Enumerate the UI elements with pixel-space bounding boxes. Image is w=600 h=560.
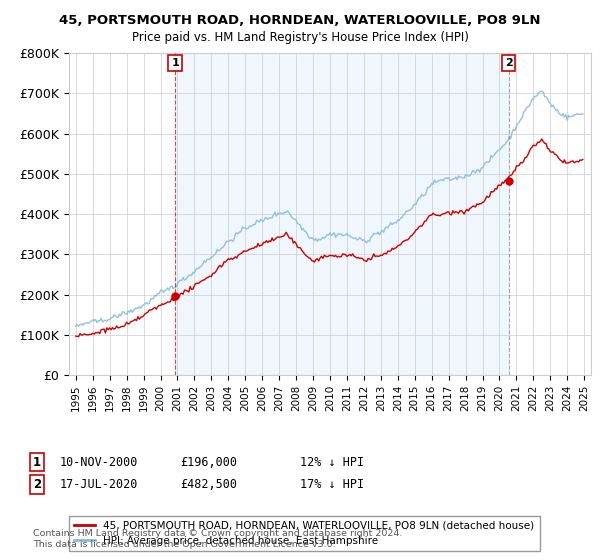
- Text: £482,500: £482,500: [180, 478, 237, 491]
- Text: 10-NOV-2000: 10-NOV-2000: [60, 455, 139, 469]
- Text: 17% ↓ HPI: 17% ↓ HPI: [300, 478, 364, 491]
- Text: 1: 1: [33, 455, 41, 469]
- Text: 2: 2: [505, 58, 512, 68]
- Text: 17-JUL-2020: 17-JUL-2020: [60, 478, 139, 491]
- Text: Price paid vs. HM Land Registry's House Price Index (HPI): Price paid vs. HM Land Registry's House …: [131, 31, 469, 44]
- Text: 2: 2: [33, 478, 41, 491]
- Text: 45, PORTSMOUTH ROAD, HORNDEAN, WATERLOOVILLE, PO8 9LN: 45, PORTSMOUTH ROAD, HORNDEAN, WATERLOOV…: [59, 14, 541, 27]
- Text: Contains HM Land Registry data © Crown copyright and database right 2024.
This d: Contains HM Land Registry data © Crown c…: [33, 529, 403, 549]
- Legend: 45, PORTSMOUTH ROAD, HORNDEAN, WATERLOOVILLE, PO8 9LN (detached house), HPI: Ave: 45, PORTSMOUTH ROAD, HORNDEAN, WATERLOOV…: [69, 516, 539, 551]
- Text: £196,000: £196,000: [180, 455, 237, 469]
- Text: 1: 1: [171, 58, 179, 68]
- Text: 12% ↓ HPI: 12% ↓ HPI: [300, 455, 364, 469]
- Bar: [175, 53, 509, 375]
